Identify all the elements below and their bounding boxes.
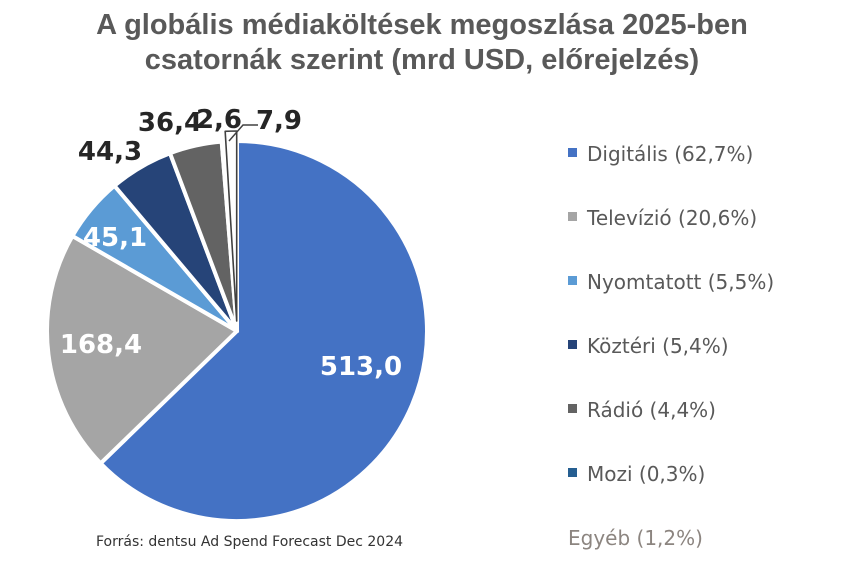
legend-marker-televizio xyxy=(568,212,577,221)
value-label-digitalis: 513,0 xyxy=(320,352,402,382)
value-label-televizio: 168,4 xyxy=(60,330,142,360)
leader-line-egyeb xyxy=(228,124,258,142)
legend-label-kozteri: Köztéri (5,4%) xyxy=(587,334,729,358)
chart-title-line-2: csatornák szerint (mrd USD, előrejelzés) xyxy=(144,44,700,76)
pie-slice-digitalis xyxy=(98,139,429,523)
value-label-kozteri: 44,3 xyxy=(78,137,142,167)
legend-marker-nyomtatott xyxy=(568,276,577,285)
legend-label-digitalis: Digitális (62,7%) xyxy=(587,142,754,166)
legend-item-egyeb: Egyéb (1,2%) xyxy=(568,506,838,568)
value-label-nyomtatott: 45,1 xyxy=(83,223,147,253)
pie-slice-egyeb xyxy=(224,130,238,322)
legend-marker-digitalis xyxy=(568,148,577,157)
legend-item-mozi: Mozi (0,3%) xyxy=(568,442,838,506)
legend-marker-mozi xyxy=(568,468,577,477)
chart-title: A globális médiaköltések megoszlása 2025… xyxy=(0,8,844,78)
legend-label-nyomtatott: Nyomtatott (5,5%) xyxy=(587,270,775,294)
chart-title-line-1: A globális médiaköltések megoszlása 2025… xyxy=(96,9,748,41)
legend: Digitális (62,7%) Televízió (20,6%) Nyomta… xyxy=(568,122,838,568)
value-label-radio: 36,4 xyxy=(138,108,202,138)
value-label-mozi: 2,6 xyxy=(196,105,242,135)
legend-item-digitalis: Digitális (62,7%) xyxy=(568,122,838,186)
legend-item-nyomtatott: Nyomtatott (5,5%) xyxy=(568,250,838,314)
legend-label-televizio: Televízió (20,6%) xyxy=(587,206,758,230)
value-label-egyeb: 7,9 xyxy=(256,106,302,136)
legend-item-kozteri: Köztéri (5,4%) xyxy=(568,314,838,378)
legend-label-mozi: Mozi (0,3%) xyxy=(587,462,706,486)
legend-marker-kozteri xyxy=(568,340,577,349)
pie-slice-televizio xyxy=(44,234,239,466)
legend-item-televizio: Televízió (20,6%) xyxy=(568,186,838,250)
source-note: Forrás: dentsu Ad Spend Forecast Dec 202… xyxy=(96,534,404,550)
legend-label-radio: Rádió (4,4%) xyxy=(587,398,716,422)
legend-item-radio: Rádió (4,4%) xyxy=(568,378,838,442)
legend-label-egyeb: Egyéb (1,2%) xyxy=(568,526,703,550)
legend-marker-radio xyxy=(568,404,577,413)
